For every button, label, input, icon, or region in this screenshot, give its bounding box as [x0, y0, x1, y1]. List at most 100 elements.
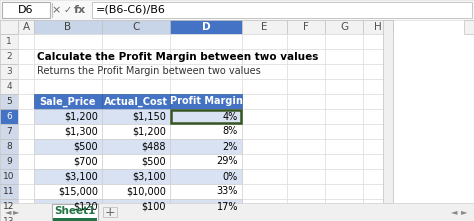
Text: C: C	[132, 22, 140, 32]
Bar	[18, 109, 34, 124]
Bar	[363, 49, 393, 64]
Bar	[34, 154, 102, 169]
Text: ×: ×	[51, 5, 61, 15]
Bar	[34, 169, 102, 184]
Bar	[287, 109, 325, 124]
Bar	[18, 154, 34, 169]
Bar	[242, 64, 287, 79]
Text: 13: 13	[3, 217, 15, 221]
Text: H: H	[374, 22, 382, 32]
Bar	[363, 94, 393, 109]
Bar	[102, 169, 170, 184]
Text: $120: $120	[73, 202, 98, 211]
Bar	[102, 94, 170, 109]
Bar	[170, 214, 242, 221]
Bar	[170, 94, 242, 109]
Bar	[363, 169, 393, 184]
Text: 9: 9	[6, 157, 12, 166]
Bar	[34, 124, 102, 139]
Bar	[34, 184, 102, 199]
Bar	[0, 203, 474, 221]
Bar	[170, 20, 242, 34]
Text: $100: $100	[142, 202, 166, 211]
Bar	[242, 154, 287, 169]
Bar	[18, 79, 34, 94]
Text: $500: $500	[73, 141, 98, 152]
Bar	[102, 214, 170, 221]
Bar	[287, 139, 325, 154]
Bar	[0, 34, 18, 49]
Bar	[170, 79, 242, 94]
Bar	[18, 214, 34, 221]
Bar	[287, 49, 325, 64]
Bar	[242, 214, 287, 221]
Text: 12: 12	[3, 202, 15, 211]
Bar	[287, 214, 325, 221]
Bar	[363, 199, 393, 214]
Bar	[18, 64, 34, 79]
Bar	[102, 184, 170, 199]
Bar	[242, 49, 287, 64]
Bar	[18, 139, 34, 154]
Bar	[325, 79, 363, 94]
Bar	[102, 79, 170, 94]
Bar	[242, 109, 287, 124]
Bar	[325, 20, 363, 34]
Bar	[92, 2, 472, 18]
Bar	[102, 49, 170, 64]
Bar	[102, 199, 170, 214]
Bar	[0, 79, 18, 94]
Text: B: B	[64, 22, 72, 32]
Bar	[242, 184, 287, 199]
Bar	[325, 199, 363, 214]
Bar	[325, 169, 363, 184]
Bar	[242, 124, 287, 139]
Bar	[325, 109, 363, 124]
Bar	[0, 124, 18, 139]
Bar	[325, 34, 363, 49]
Bar	[34, 94, 102, 109]
Text: A: A	[22, 22, 29, 32]
Text: 17%: 17%	[217, 202, 238, 211]
Text: $1,150: $1,150	[132, 112, 166, 122]
Bar	[464, 20, 474, 34]
Bar	[287, 169, 325, 184]
Bar	[242, 94, 287, 109]
Text: 29%: 29%	[217, 156, 238, 166]
Bar	[242, 79, 287, 94]
Bar	[34, 34, 102, 49]
Text: $488: $488	[142, 141, 166, 152]
Text: Profit Margin: Profit Margin	[170, 97, 242, 107]
Bar	[102, 64, 170, 79]
Bar	[102, 124, 170, 139]
Bar	[287, 79, 325, 94]
Bar	[287, 199, 325, 214]
Text: $3,100: $3,100	[64, 171, 98, 181]
Bar	[34, 20, 102, 34]
Text: G: G	[340, 22, 348, 32]
Bar	[18, 34, 34, 49]
Bar	[0, 94, 18, 109]
Text: D: D	[202, 22, 210, 32]
Bar	[363, 154, 393, 169]
Bar	[287, 94, 325, 109]
Text: 4: 4	[6, 82, 12, 91]
Text: $3,100: $3,100	[132, 171, 166, 181]
Text: 8%: 8%	[223, 126, 238, 137]
Bar	[0, 184, 18, 199]
Bar	[0, 169, 18, 184]
Bar	[242, 139, 287, 154]
Bar	[363, 34, 393, 49]
Text: $500: $500	[141, 156, 166, 166]
Bar	[170, 109, 242, 124]
Text: 33%: 33%	[217, 187, 238, 196]
Bar	[363, 79, 393, 94]
Bar	[325, 139, 363, 154]
Bar	[52, 204, 98, 221]
Bar	[171, 110, 241, 123]
Text: $700: $700	[73, 156, 98, 166]
Bar	[2, 2, 50, 18]
Text: $15,000: $15,000	[58, 187, 98, 196]
Bar	[170, 169, 242, 184]
Bar	[287, 184, 325, 199]
